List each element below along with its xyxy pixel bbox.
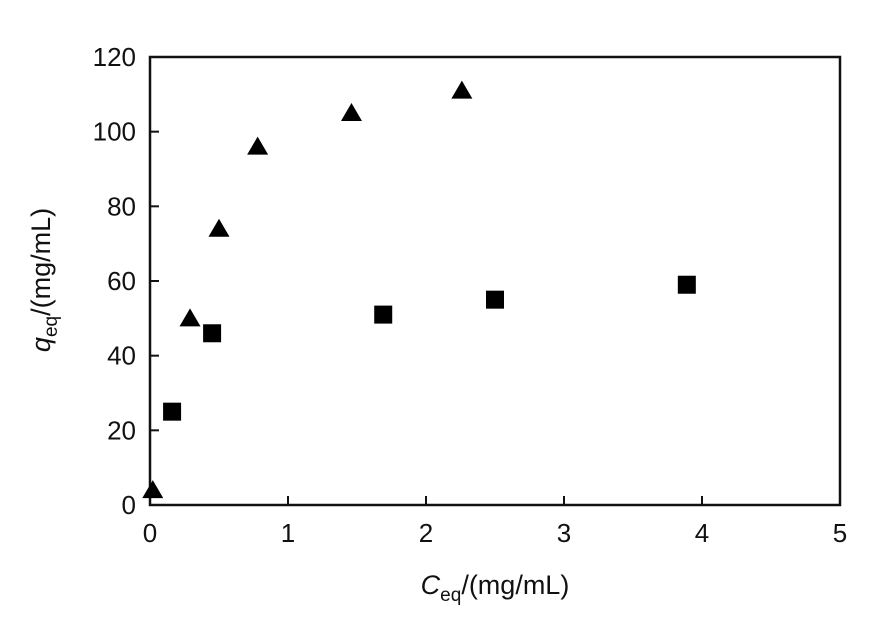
y-tick-label: 0 bbox=[122, 490, 136, 520]
x-tick-label: 1 bbox=[281, 518, 295, 548]
x-tick-label: 0 bbox=[143, 518, 157, 548]
y-axis-title-symbol: q bbox=[26, 337, 56, 352]
square-point bbox=[486, 290, 504, 309]
x-tick-label: 4 bbox=[695, 518, 709, 548]
y-tick-label: 20 bbox=[107, 415, 136, 445]
ticks: 0 1 2 3 4 5 0 20 40 60 80 100 120 bbox=[93, 42, 848, 548]
data-points bbox=[142, 80, 696, 499]
axes bbox=[148, 55, 842, 507]
x-tick-label: 2 bbox=[419, 518, 433, 548]
x-axis-title-subscript: eq bbox=[440, 585, 461, 606]
x-tick-label: 5 bbox=[833, 518, 847, 548]
y-tick-label: 60 bbox=[107, 266, 136, 296]
triangle-point bbox=[247, 136, 269, 155]
square-point bbox=[163, 402, 182, 421]
y-axis-title-unit: /(mg/mL) bbox=[26, 208, 56, 316]
triangle-point bbox=[142, 480, 164, 499]
square-point bbox=[203, 324, 222, 343]
y-axis-title-subscript: eq bbox=[41, 316, 62, 337]
x-axis-title: Ceq/(mg/mL) bbox=[421, 570, 570, 606]
y-tick-label: 40 bbox=[107, 341, 136, 371]
triangle-point bbox=[451, 80, 473, 99]
x-axis-title-unit: /(mg/mL) bbox=[461, 570, 569, 600]
y-tick-label: 100 bbox=[93, 117, 136, 147]
square-point bbox=[677, 275, 696, 294]
y-axis-title: qeq/(mg/mL) bbox=[26, 208, 62, 352]
x-tick-label: 3 bbox=[557, 518, 571, 548]
y-tick-label: 120 bbox=[93, 42, 136, 72]
plot-frame bbox=[148, 55, 842, 507]
y-tick-label: 80 bbox=[107, 191, 136, 221]
triangle-point bbox=[340, 103, 362, 121]
square-point bbox=[374, 305, 393, 324]
triangle-point bbox=[179, 308, 201, 327]
triangle-point bbox=[208, 218, 230, 237]
x-axis-title-symbol: C bbox=[421, 570, 441, 600]
